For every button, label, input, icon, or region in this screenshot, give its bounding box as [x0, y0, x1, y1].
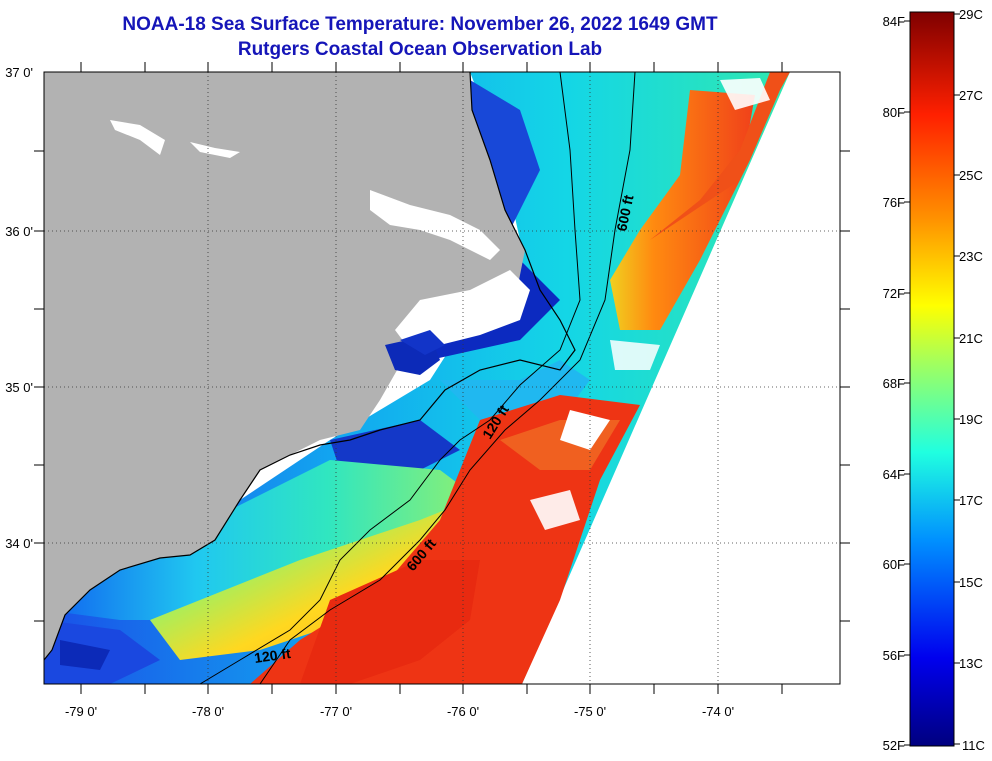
- colorbar-f-80: 80F: [883, 105, 905, 120]
- albemarle-sound: [370, 190, 500, 260]
- land: [44, 72, 530, 660]
- map-title: NOAA-18 Sea Surface Temperature: Novembe…: [122, 14, 718, 35]
- colorbar: 84F 80F 76F 72F 68F 64F 60F 56F 52F 29C …: [883, 7, 985, 753]
- colorbar-f-68: 68F: [883, 376, 905, 391]
- lat-label-37: 37 0': [5, 65, 33, 80]
- lon-label-77: -77 0': [320, 704, 352, 719]
- colorbar-c-29: 29C: [959, 7, 983, 22]
- colorbar-f-60: 60F: [883, 557, 905, 572]
- colorbar-c-13: 13C: [959, 656, 983, 671]
- lon-label-76: -76 0': [447, 704, 479, 719]
- coastline: [44, 72, 576, 661]
- map-ticks: [34, 62, 850, 694]
- colorbar-f-56: 56F: [883, 648, 905, 663]
- lat-label-34: 34 0': [5, 536, 33, 551]
- pamlico-sound: [395, 270, 530, 350]
- colorbar-c-17: 17C: [959, 493, 983, 508]
- map-subtitle: Rutgers Coastal Ocean Observation Lab: [237, 39, 603, 60]
- colorbar-c-11: 11C: [962, 738, 985, 753]
- lon-label-74: -74 0': [702, 704, 734, 719]
- colorbar-c-19: 19C: [959, 412, 983, 427]
- colorbar-c-25: 25C: [959, 168, 983, 183]
- colorbar-gradient: [909, 11, 955, 747]
- colorbar-c-23: 23C: [959, 249, 983, 264]
- colorbar-f-52: 52F: [883, 738, 905, 753]
- colorbar-f-84: 84F: [883, 14, 905, 29]
- lat-label-35: 35 0': [5, 380, 33, 395]
- contour-600ft: [259, 72, 636, 684]
- contour-label-600ft-north: 600 ft: [613, 193, 636, 232]
- colorbar-c-21: 21C: [959, 331, 983, 346]
- lon-label-79: -79 0': [65, 704, 97, 719]
- colorbar-c-27: 27C: [959, 88, 983, 103]
- colorbar-f-72: 72F: [883, 286, 905, 301]
- lon-label-75: -75 0': [574, 704, 606, 719]
- contour-120ft: [199, 72, 581, 684]
- lon-label-78: -78 0': [192, 704, 224, 719]
- gulf-stream-north: [610, 90, 755, 330]
- colorbar-c-15: 15C: [959, 575, 983, 590]
- colorbar-f-64: 64F: [883, 467, 905, 482]
- lat-label-36: 36 0': [5, 224, 33, 239]
- map-frame: [43, 71, 841, 685]
- contour-label-120ft-south: 120 ft: [253, 645, 292, 666]
- colorbar-f-76: 76F: [883, 195, 905, 210]
